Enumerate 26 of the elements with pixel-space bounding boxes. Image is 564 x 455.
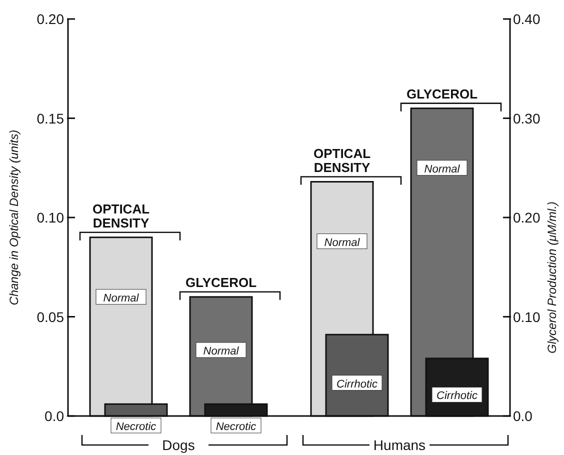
annotation: GLYCEROL (406, 86, 478, 102)
annotation: OPTICAL DENSITY (313, 146, 371, 175)
y2-tick-label: 0.0 (513, 408, 533, 424)
data-label: Normal (203, 345, 240, 358)
x-tick-label: Dogs (162, 437, 195, 453)
y2-tick-label: 0.30 (513, 110, 540, 126)
y-tick-label: 0.10 (36, 210, 64, 226)
data-label: Cirrhotic (336, 378, 378, 390)
y-axis-title: Change in Optical Density (units) (7, 130, 21, 306)
data-label: Normal (424, 163, 460, 176)
y-tick-label: 0.20 (36, 11, 64, 27)
y-tick-label: 0.0 (44, 408, 64, 424)
annotation: GLYCEROL (185, 274, 257, 290)
y2-tick-label: 0.10 (513, 308, 540, 325)
y-tick-label: 0.15 (36, 110, 64, 126)
y-tick-label: 0.05 (36, 308, 64, 325)
data-label: Normal (103, 292, 140, 304)
y2-axis-title: Glycerol Production (μM/ml.) (545, 202, 559, 354)
data-label: Normal (324, 236, 360, 249)
annotation: OPTICAL DENSITY (92, 201, 150, 230)
x-tick-label: Humans (373, 437, 426, 453)
data-label: Cirrhotic (436, 390, 478, 402)
data-label: Necrotic (216, 421, 257, 433)
data-label: Necrotic (116, 421, 157, 433)
y2-tick-label: 0.40 (513, 11, 540, 27)
y2-tick-label: 0.20 (513, 210, 540, 226)
